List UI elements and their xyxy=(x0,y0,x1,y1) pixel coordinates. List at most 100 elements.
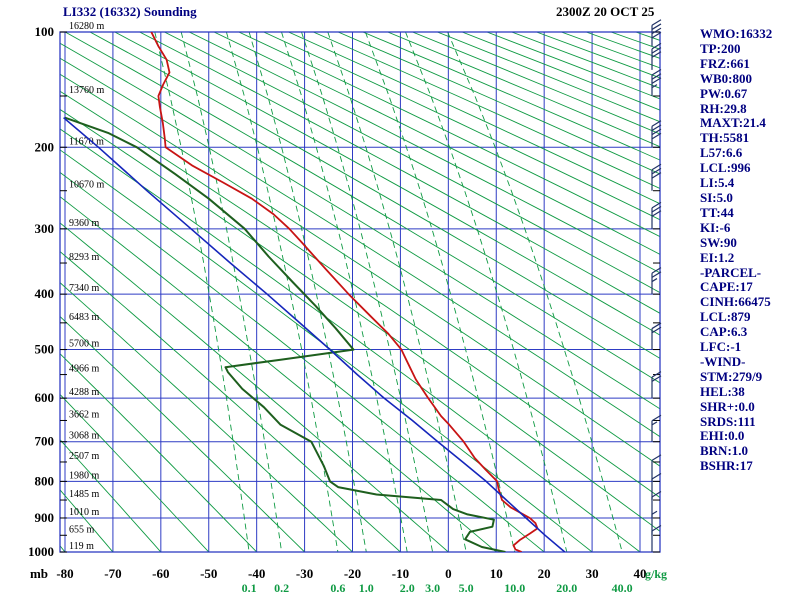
temperature-trace xyxy=(150,32,539,552)
stat-line: HEL:38 xyxy=(700,383,745,399)
svg-text:30: 30 xyxy=(586,566,599,581)
mixing-ratio-lines xyxy=(154,32,623,552)
stat-line: CINH:66475 xyxy=(700,294,771,310)
stat-line: WB0:800 xyxy=(700,70,752,86)
stat-line: TP:200 xyxy=(700,40,741,56)
svg-text:13760 m: 13760 m xyxy=(69,85,105,96)
svg-text:-60: -60 xyxy=(152,566,169,581)
svg-text:500: 500 xyxy=(35,342,55,357)
svg-text:0: 0 xyxy=(445,566,452,581)
svg-text:-80: -80 xyxy=(56,566,73,581)
wind-barb xyxy=(651,163,662,191)
wind-barb xyxy=(651,371,662,399)
svg-text:1980 m: 1980 m xyxy=(69,470,100,481)
pressure-unit-label: mb xyxy=(30,566,48,581)
stat-line: BSHR:17 xyxy=(700,458,753,474)
stat-line: SW:90 xyxy=(700,234,737,250)
stat-line: LCL:996 xyxy=(700,160,751,176)
height-labels: 16280 m 13760 m 11670 m 10670 m 9360 m 8293 m… xyxy=(69,21,105,552)
svg-text:100: 100 xyxy=(35,24,55,39)
svg-text:0.1: 0.1 xyxy=(242,581,257,595)
svg-text:4966 m: 4966 m xyxy=(69,364,100,375)
svg-text:3068 m: 3068 m xyxy=(69,431,100,442)
wind-barb xyxy=(651,19,662,47)
svg-text:200: 200 xyxy=(35,139,55,154)
temp-axis-labels: -80 -70 -60 -50 -40 -30 -20 -10 0 10 20 30 40 xyxy=(56,566,646,581)
wind-barb xyxy=(651,201,662,229)
svg-text:-10: -10 xyxy=(392,566,409,581)
svg-text:3.0: 3.0 xyxy=(425,581,440,595)
svg-text:0.6: 0.6 xyxy=(330,581,345,595)
svg-text:-40: -40 xyxy=(248,566,265,581)
svg-text:40: 40 xyxy=(634,566,647,581)
svg-text:8293 m: 8293 m xyxy=(69,252,100,263)
stat-line: BRN:1.0 xyxy=(700,443,749,459)
pressure-axis-labels: 100 200 300 400 500 600 700 800 900 1000 xyxy=(28,24,54,559)
svg-text:1000: 1000 xyxy=(28,544,54,559)
wind-barb xyxy=(651,322,662,350)
wind-barb xyxy=(651,42,662,70)
svg-text:0.2: 0.2 xyxy=(274,581,289,595)
stat-line: KI:-6 xyxy=(700,219,731,235)
mixing-ratio-unit-label: g/kg xyxy=(645,567,667,581)
svg-text:11670 m: 11670 m xyxy=(69,136,104,147)
chart-frame xyxy=(59,31,661,553)
svg-text:7340 m: 7340 m xyxy=(69,283,100,294)
stats-panel: WMO:16332 TP:200 FRZ:661 WB0:800 PW:0.67 RH:2… xyxy=(700,26,773,474)
svg-text:9360 m: 9360 m xyxy=(69,218,100,229)
svg-text:6483 m: 6483 m xyxy=(69,312,100,323)
svg-text:800: 800 xyxy=(35,473,55,488)
svg-text:900: 900 xyxy=(35,510,55,525)
stat-line: -WIND- xyxy=(700,353,746,369)
svg-text:10670 m: 10670 m xyxy=(69,180,105,191)
stat-line: LCL:879 xyxy=(700,309,751,325)
stat-line: SI:5.0 xyxy=(700,189,733,205)
svg-text:5.0: 5.0 xyxy=(459,581,474,595)
svg-text:16280 m: 16280 m xyxy=(69,21,105,32)
mixing-ratio-axis-labels: 0.1 0.2 0.6 1.0 2.0 3.0 5.0 10.0 20.0 40.0 xyxy=(242,581,633,595)
wind-barbs xyxy=(651,19,662,552)
sounding-timestamp: 2300Z 20 OCT 25 xyxy=(556,4,655,19)
svg-text:4288 m: 4288 m xyxy=(69,387,100,398)
svg-text:2507 m: 2507 m xyxy=(69,451,100,462)
wind-barb xyxy=(651,510,658,536)
svg-text:700: 700 xyxy=(35,434,55,449)
parcel-trace xyxy=(63,117,566,552)
stat-line: FRZ:661 xyxy=(700,55,750,71)
svg-text:3662 m: 3662 m xyxy=(69,409,100,420)
dewpoint-trace xyxy=(64,116,506,552)
stat-line: TH:5581 xyxy=(700,130,750,146)
stat-line: TT:44 xyxy=(700,204,734,220)
stat-line: SHR+:0.0 xyxy=(700,398,755,414)
svg-text:1.0: 1.0 xyxy=(359,581,374,595)
stat-line: L57:6.6 xyxy=(700,145,743,161)
wind-barb xyxy=(651,120,662,148)
svg-text:20: 20 xyxy=(538,566,551,581)
svg-text:600: 600 xyxy=(35,390,55,405)
svg-text:5700 m: 5700 m xyxy=(69,339,100,350)
wind-barb xyxy=(651,68,662,97)
svg-text:40.0: 40.0 xyxy=(612,581,633,595)
svg-text:-30: -30 xyxy=(296,566,313,581)
svg-text:10: 10 xyxy=(490,566,503,581)
svg-text:-70: -70 xyxy=(104,566,121,581)
stat-line: LI:5.4 xyxy=(700,175,735,191)
stat-line: CAP:6.3 xyxy=(700,324,748,340)
svg-text:-50: -50 xyxy=(200,566,217,581)
stat-line: WMO:16332 xyxy=(700,26,773,41)
wind-barb xyxy=(651,267,662,295)
stat-line: CAPE:17 xyxy=(700,279,753,295)
stat-line: STM:279/9 xyxy=(700,368,763,384)
svg-text:10.0: 10.0 xyxy=(504,581,525,595)
wind-barb xyxy=(651,524,662,552)
svg-text:2.0: 2.0 xyxy=(400,581,415,595)
stat-line: SRDS:111 xyxy=(700,413,756,429)
sounding-title: LI332 (16332) Sounding xyxy=(63,4,197,19)
pressure-temperature-grid xyxy=(60,31,660,553)
stat-line: EHI:0.0 xyxy=(700,428,745,444)
wind-barb xyxy=(651,454,662,482)
stat-line: PW:0.67 xyxy=(700,85,748,101)
svg-text:655 m: 655 m xyxy=(69,524,95,535)
svg-text:20.0: 20.0 xyxy=(556,581,577,595)
